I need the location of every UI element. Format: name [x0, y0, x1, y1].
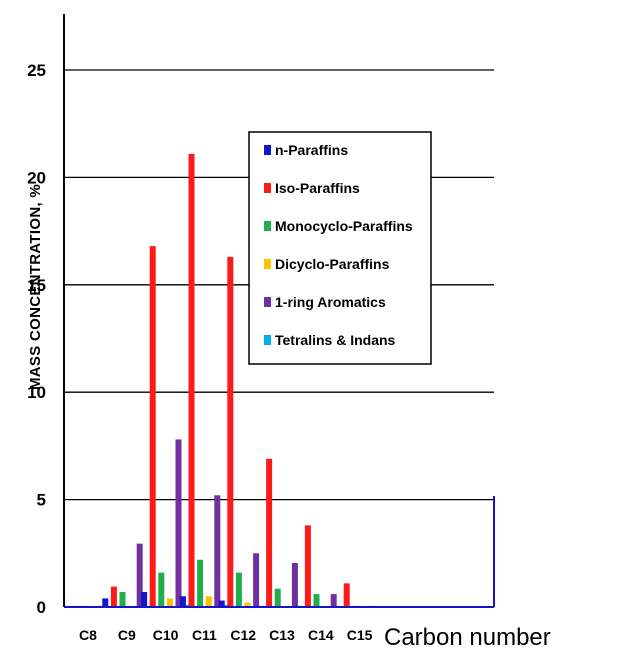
bar	[149, 246, 156, 608]
legend-swatch	[264, 297, 271, 307]
x-tick-label: C14	[308, 627, 334, 643]
x-tick-label: C9	[118, 627, 136, 643]
y-tick-label: 10	[27, 383, 46, 402]
bar	[119, 591, 126, 607]
y-tick-label: 0	[37, 598, 46, 617]
legend: n-Paraffins Iso-Paraffins Monocyclo-Paraff…	[248, 131, 432, 365]
legend-label: Dicyclo-Paraffins	[275, 256, 390, 272]
x-axis-title: Carbon number	[384, 624, 551, 651]
y-tick-label: 5	[37, 491, 46, 510]
bar	[179, 596, 186, 607]
x-tick-label: C13	[269, 627, 295, 643]
legend-label: 1-ring Aromatics	[275, 294, 386, 310]
bar	[274, 588, 281, 607]
bar	[253, 553, 260, 607]
y-tick-labels: 0 5 10 15 20 25	[27, 61, 46, 617]
x-tick-label: C11	[192, 627, 217, 643]
x-tick-label: C12	[230, 627, 256, 643]
legend-label: Tetralins & Indans	[275, 332, 396, 348]
legend-swatch	[264, 183, 271, 193]
bar	[222, 604, 229, 607]
bar	[244, 602, 251, 607]
bar	[166, 598, 173, 607]
bar	[102, 598, 109, 607]
bar	[235, 572, 242, 607]
bar	[184, 604, 191, 607]
x-tick-labels: C8 C9 C10 C11 C12 C13 C14 C15	[79, 627, 373, 643]
bars-layer	[63, 153, 494, 608]
x-tick-label: C8	[79, 627, 97, 643]
x-tick-label: C15	[347, 627, 373, 643]
legend-swatch	[264, 145, 271, 155]
bar	[343, 583, 350, 607]
y-tick-label: 25	[27, 61, 46, 80]
bar	[158, 572, 165, 607]
bar	[136, 543, 143, 607]
legend-items: n-Paraffins Iso-Paraffins Monocyclo-Paraff…	[264, 142, 413, 348]
bar	[227, 256, 234, 607]
legend-label: Monocyclo-Paraffins	[275, 218, 413, 234]
bar	[110, 586, 117, 607]
y-axis-title: MASS CONCENTRATION, %	[27, 184, 44, 390]
legend-swatch	[264, 335, 271, 345]
bar	[330, 594, 337, 607]
axis-layer	[63, 14, 495, 607]
bar	[214, 495, 221, 607]
bar	[175, 439, 182, 607]
x-tick-label: C10	[153, 627, 179, 643]
legend-label: n-Paraffins	[275, 142, 348, 158]
bar	[205, 596, 212, 607]
legend-label: Iso-Paraffins	[275, 180, 360, 196]
legend-box	[248, 131, 432, 365]
legend-swatch	[264, 259, 271, 269]
bar	[188, 153, 195, 607]
bar	[266, 458, 273, 607]
y-tick-label: 15	[27, 276, 46, 295]
bar	[218, 600, 225, 607]
bar	[313, 594, 320, 607]
y-tick-label: 20	[27, 168, 46, 187]
bar	[197, 559, 204, 607]
bar	[291, 562, 298, 607]
bar	[304, 525, 311, 607]
legend-swatch	[264, 221, 271, 231]
bar	[141, 591, 148, 607]
